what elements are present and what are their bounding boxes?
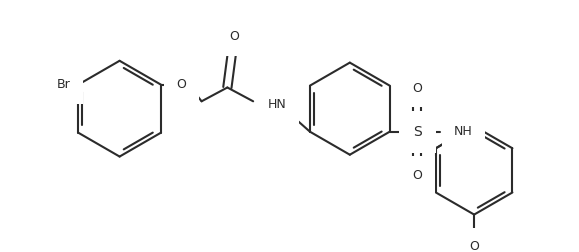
Text: HN: HN: [268, 99, 287, 111]
Text: O: O: [412, 169, 422, 181]
Text: O: O: [229, 30, 239, 43]
Text: NH: NH: [454, 125, 473, 138]
Text: O: O: [412, 82, 422, 95]
Text: Br: Br: [57, 78, 71, 91]
Text: S: S: [413, 125, 422, 139]
Text: O: O: [469, 240, 479, 252]
Text: O: O: [177, 78, 186, 91]
